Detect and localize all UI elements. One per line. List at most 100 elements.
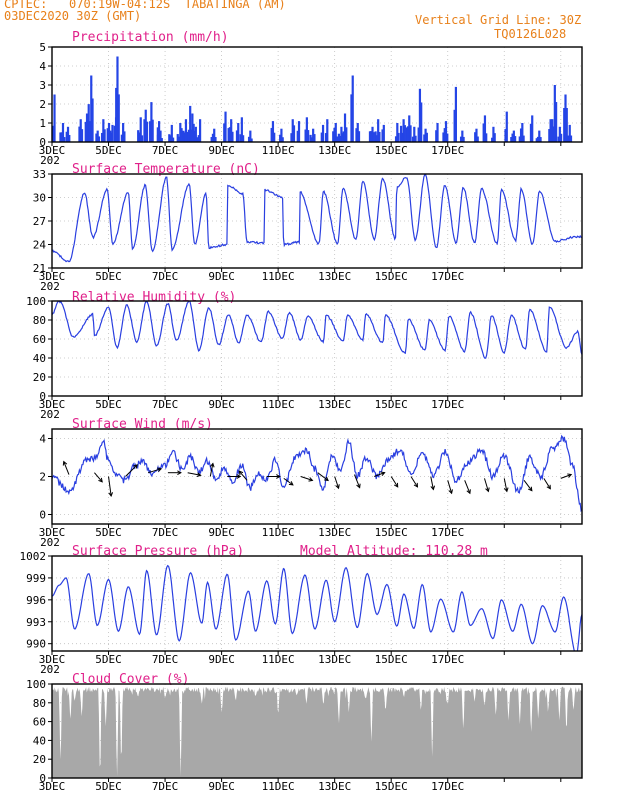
precip-bar	[414, 135, 417, 142]
wind-arrow	[62, 460, 70, 475]
wind-arrow-shaft	[374, 472, 385, 477]
x-tick-label: 13DEC	[318, 653, 351, 666]
precip-bar	[250, 138, 253, 142]
precip-bar	[351, 75, 354, 142]
wind-arrow-head	[209, 462, 215, 468]
wind-arrow-shaft	[125, 464, 138, 477]
precip-bar	[402, 119, 405, 142]
y-tick-label: 20	[33, 753, 46, 766]
precip-bar	[87, 104, 90, 142]
vertical-grid-note: Vertical Grid Line: 30Z	[415, 13, 582, 27]
y-tick-label: 993	[26, 616, 46, 629]
precip-bar	[560, 133, 563, 142]
precip-bar	[145, 121, 149, 142]
precip-bar	[377, 119, 380, 142]
precip-bar	[403, 125, 406, 142]
wind-arrow-head	[276, 474, 281, 479]
precip-bar	[304, 129, 307, 142]
precip-bar	[453, 109, 456, 142]
y-tick-label: 100	[26, 295, 46, 308]
precip-bar	[334, 123, 337, 142]
precip-bar	[332, 131, 335, 142]
wind-arrow-shaft	[410, 476, 418, 488]
precip-bar	[475, 128, 478, 142]
precip-bar	[548, 129, 551, 142]
x-tick-label: 9DEC	[208, 653, 235, 666]
precip-bar	[296, 130, 299, 142]
precip-bar	[333, 127, 336, 142]
panel-title-pressure: Surface Pressure (hPa)	[72, 544, 244, 559]
precip-bar	[150, 102, 153, 142]
data-pressure	[52, 564, 582, 651]
x-tick-label: 3DEC	[39, 144, 66, 157]
precip-bar	[137, 130, 140, 142]
precip-bar	[337, 133, 340, 142]
panel-temp: Surface Temperature (nC) 21 24 27 30 33 3DEC 5D…	[33, 162, 583, 293]
y-tick-label: 5	[39, 41, 46, 54]
wind-arrow	[108, 476, 114, 498]
wind-arrow-head	[288, 481, 294, 486]
x-tick-label: 9DEC	[208, 526, 235, 539]
x-tick-label: 15DEC	[375, 780, 408, 793]
precip-bar	[290, 133, 293, 142]
precip-bar	[474, 132, 477, 142]
y-tick-label: 27	[33, 215, 46, 228]
precip-bar	[375, 135, 378, 142]
precip-bar	[52, 125, 55, 142]
wind-arrow-shaft	[147, 468, 162, 474]
precip-bar	[240, 117, 243, 142]
precip-bar	[521, 123, 524, 142]
precip-bar	[297, 121, 301, 142]
series-line-rh	[52, 301, 582, 359]
y-tick-label: 100	[26, 678, 46, 691]
x-tick-label: 13DEC	[318, 398, 351, 411]
wind-arrow-head	[177, 470, 182, 476]
x-tick-label: 5DEC	[95, 144, 122, 157]
data-wind	[52, 434, 582, 513]
precip-bar	[446, 133, 449, 142]
precip-bar	[491, 137, 494, 142]
wind-arrow	[523, 479, 533, 492]
precip-bar	[60, 132, 63, 142]
x-tick-label: 13DEC	[318, 526, 351, 539]
y-tick-label: 1002	[20, 550, 47, 563]
wind-arrow	[227, 474, 242, 479]
y-tick-label: 80	[33, 697, 46, 710]
precip-bar	[305, 117, 308, 142]
x-year-label: 202	[40, 408, 60, 421]
wind-arrow-head	[567, 473, 573, 478]
x-tick-label: 9DEC	[208, 780, 235, 793]
precip-bar	[179, 123, 182, 142]
precip-bar	[476, 136, 479, 142]
data-cloud	[52, 686, 582, 778]
precip-bar	[553, 85, 556, 142]
precip-bar	[482, 123, 485, 142]
panel-title-cloud: Cloud Cover (%)	[72, 672, 189, 687]
precip-bar	[563, 107, 566, 142]
y-tick-label: 999	[26, 572, 46, 585]
x-tick-label: 7DEC	[152, 270, 179, 283]
wind-arrow	[238, 470, 248, 481]
precip-bar	[493, 133, 496, 142]
precip-bar	[382, 124, 385, 142]
precip-bar	[396, 123, 399, 142]
precip-bar	[59, 132, 62, 142]
x-tick-label: 9DEC	[208, 398, 235, 411]
precip-bar	[313, 134, 316, 142]
precip-bar	[492, 126, 495, 142]
wind-arrow	[543, 478, 551, 490]
precip-bar	[406, 126, 410, 142]
wind-arrow-head	[308, 477, 314, 482]
precip-bar	[378, 131, 381, 142]
precip-bar	[97, 136, 101, 142]
series-line-pressure	[52, 564, 582, 651]
precip-bar	[228, 127, 232, 142]
precip-bar	[177, 136, 181, 142]
precip-bar	[326, 119, 329, 142]
precip-bar	[538, 130, 541, 142]
precip-bar	[511, 133, 514, 142]
precip-bar	[111, 124, 114, 142]
wind-arrow-shaft	[523, 479, 533, 492]
y-tick-label: 33	[33, 168, 46, 181]
precip-bar	[214, 137, 217, 142]
